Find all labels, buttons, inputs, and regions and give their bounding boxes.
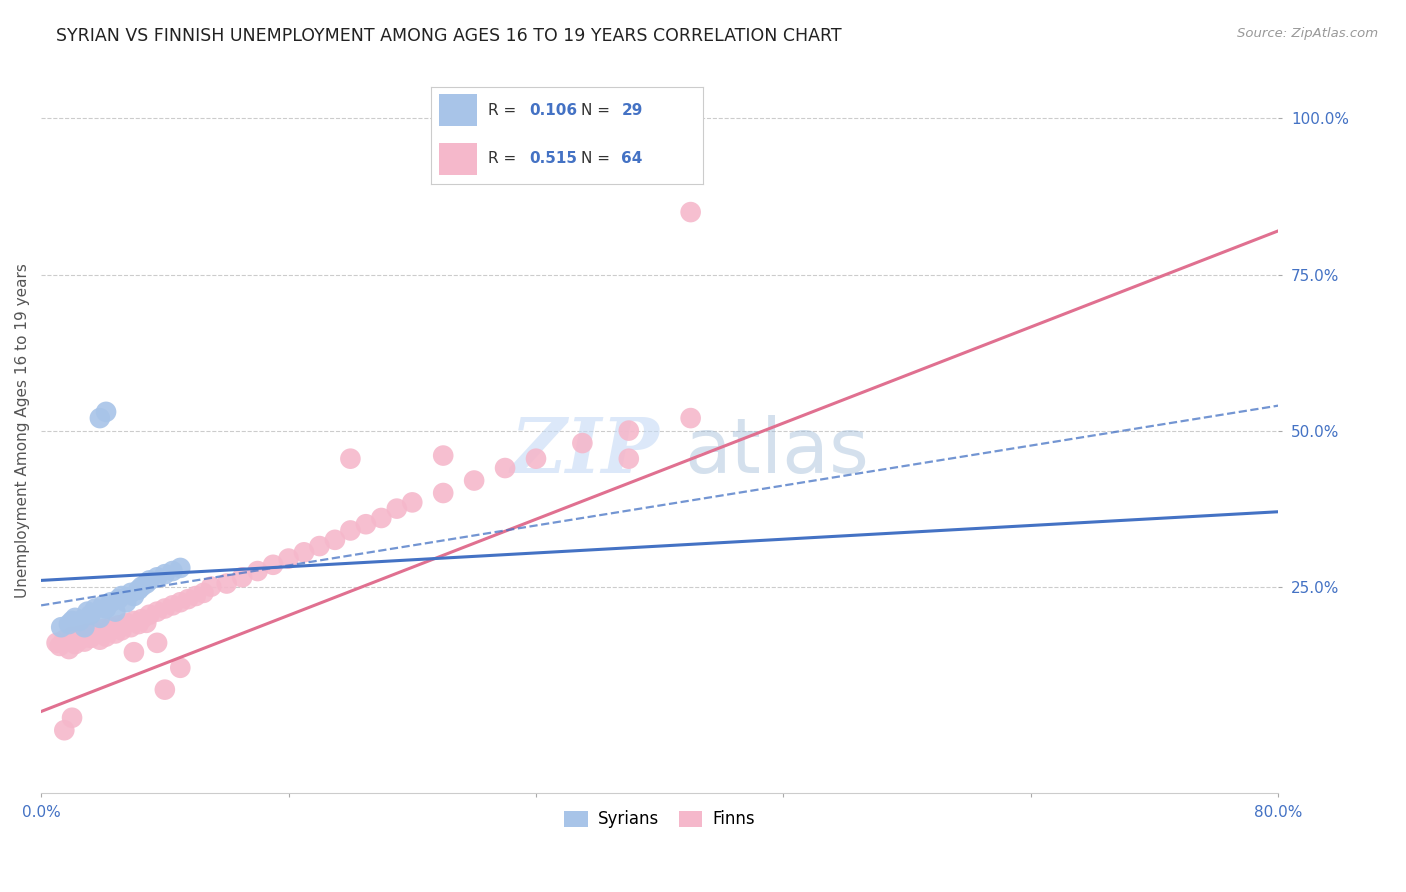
Point	[169, 595, 191, 609]
Point	[153, 682, 176, 697]
Text: SYRIAN VS FINNISH UNEMPLOYMENT AMONG AGES 16 TO 19 YEARS CORRELATION CHART: SYRIAN VS FINNISH UNEMPLOYMENT AMONG AGE…	[56, 27, 842, 45]
Point	[401, 495, 423, 509]
Point	[94, 601, 117, 615]
Point	[107, 618, 129, 632]
Point	[153, 567, 176, 582]
Point	[184, 589, 207, 603]
Point	[89, 632, 111, 647]
Point	[215, 576, 238, 591]
Point	[60, 630, 83, 644]
Point	[120, 586, 142, 600]
Point	[679, 411, 702, 425]
Point	[308, 539, 330, 553]
Point	[169, 561, 191, 575]
Point	[571, 436, 593, 450]
Point	[128, 582, 150, 597]
Point	[69, 632, 91, 647]
Point	[115, 595, 138, 609]
Point	[79, 607, 101, 622]
Point	[122, 614, 145, 628]
Point	[146, 636, 169, 650]
Point	[138, 574, 160, 588]
Point	[104, 626, 127, 640]
Point	[63, 637, 86, 651]
Point	[432, 486, 454, 500]
Point	[76, 605, 98, 619]
Point	[104, 605, 127, 619]
Point	[193, 586, 215, 600]
Point	[200, 580, 222, 594]
Point	[354, 517, 377, 532]
Point	[292, 545, 315, 559]
Point	[131, 612, 153, 626]
Point	[53, 723, 76, 738]
Point	[323, 533, 346, 547]
Point	[146, 570, 169, 584]
Point	[94, 405, 117, 419]
Point	[463, 474, 485, 488]
Point	[135, 576, 157, 591]
Point	[53, 632, 76, 647]
Point	[277, 551, 299, 566]
Legend: Syrians, Finns: Syrians, Finns	[558, 804, 762, 835]
Point	[107, 592, 129, 607]
Point	[679, 205, 702, 219]
Point	[138, 607, 160, 622]
Point	[110, 589, 132, 603]
Point	[494, 461, 516, 475]
Point	[135, 615, 157, 630]
Point	[58, 617, 80, 632]
Point	[146, 605, 169, 619]
Point	[89, 411, 111, 425]
Point	[69, 614, 91, 628]
Point	[73, 634, 96, 648]
Point	[58, 642, 80, 657]
Point	[524, 451, 547, 466]
Point	[385, 501, 408, 516]
Point	[79, 631, 101, 645]
Y-axis label: Unemployment Among Ages 16 to 19 years: Unemployment Among Ages 16 to 19 years	[15, 263, 30, 598]
Point	[370, 511, 392, 525]
Point	[246, 564, 269, 578]
Point	[120, 620, 142, 634]
Point	[60, 711, 83, 725]
Point	[177, 592, 200, 607]
Point	[84, 601, 107, 615]
Point	[128, 617, 150, 632]
Text: Source: ZipAtlas.com: Source: ZipAtlas.com	[1237, 27, 1378, 40]
Point	[100, 620, 122, 634]
Point	[69, 628, 91, 642]
Point	[84, 624, 107, 639]
Point	[100, 595, 122, 609]
Point	[432, 449, 454, 463]
Point	[339, 451, 361, 466]
Point	[60, 614, 83, 628]
Point	[162, 599, 184, 613]
Point	[45, 636, 67, 650]
Point	[169, 661, 191, 675]
Point	[76, 626, 98, 640]
Point	[91, 622, 114, 636]
Point	[617, 424, 640, 438]
Point	[131, 580, 153, 594]
Point	[339, 524, 361, 538]
Point	[89, 611, 111, 625]
Text: atlas: atlas	[685, 416, 869, 490]
Point	[115, 615, 138, 630]
Point	[617, 451, 640, 466]
Point	[51, 620, 73, 634]
Point	[231, 570, 253, 584]
Point	[73, 620, 96, 634]
Point	[262, 558, 284, 572]
Point	[63, 611, 86, 625]
Text: ZIP: ZIP	[510, 416, 659, 490]
Point	[162, 564, 184, 578]
Point	[122, 645, 145, 659]
Point	[110, 624, 132, 638]
Point	[91, 599, 114, 613]
Point	[94, 630, 117, 644]
Point	[153, 601, 176, 615]
Point	[122, 589, 145, 603]
Point	[48, 639, 70, 653]
